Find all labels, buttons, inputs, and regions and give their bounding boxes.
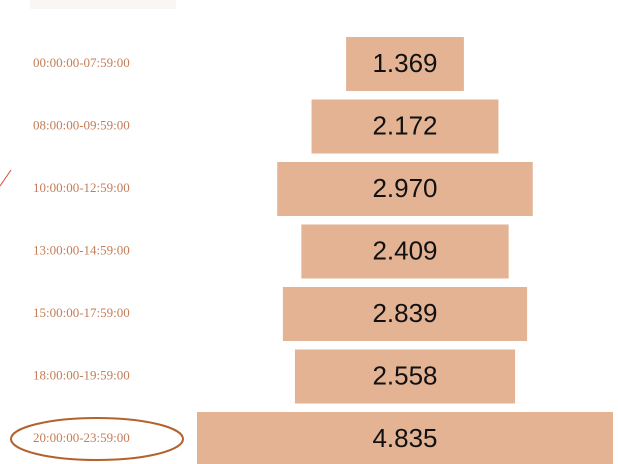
bar: [282, 287, 528, 341]
category-label: 08:00:00-09:59:00: [33, 117, 130, 132]
value-label: 2.172: [372, 110, 437, 140]
highlight-circle: [10, 417, 184, 461]
rows: 00:00:00-07:59:00 1.369 08:00:00-09:59:00 2…: [10, 37, 613, 464]
value-label: 2.558: [372, 360, 437, 390]
annotation-stroke: [0, 169, 12, 187]
value-label: 2.409: [372, 235, 437, 265]
bar: [311, 99, 499, 154]
bar: [277, 162, 533, 216]
category-label: 13:00:00-14:59:00: [33, 242, 130, 257]
header-strip: [30, 0, 176, 9]
value-label: 1.369: [372, 48, 437, 78]
value-label: 4.835: [372, 423, 437, 453]
bar: [197, 412, 613, 464]
category-label: 18:00:00-19:59:00: [33, 367, 130, 382]
category-label: 15:00:00-17:59:00: [33, 305, 130, 320]
category-label: 00:00:00-07:59:00: [33, 55, 130, 70]
value-label: 2.839: [372, 298, 437, 328]
category-label: 20:00:00-23:59:00: [33, 430, 130, 445]
value-label: 2.970: [372, 173, 437, 203]
bar: [301, 224, 509, 279]
bar: [294, 349, 516, 404]
category-label: 10:00:00-12:59:00: [33, 180, 130, 195]
bar: [346, 37, 464, 91]
